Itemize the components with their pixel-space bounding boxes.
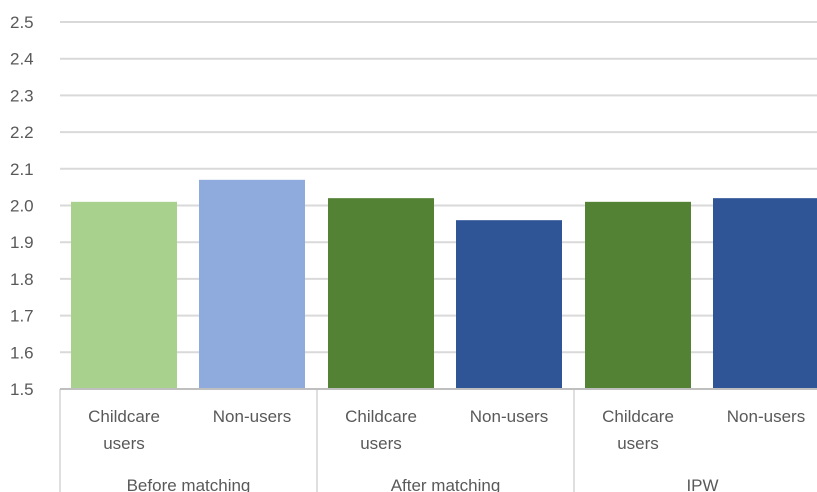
y-tick-label: 1.6 [10, 343, 34, 362]
category-labels: Childcare users Non-users Before matching Ch… [88, 407, 805, 492]
y-tick-label: 1.7 [10, 307, 34, 326]
bar [199, 179, 305, 389]
y-tick-label: 1.5 [10, 380, 34, 399]
bars [71, 179, 817, 389]
category-label: Childcare users [88, 407, 160, 453]
y-tick-label: 2.4 [10, 50, 34, 69]
bar [585, 201, 691, 389]
y-tick-label: 2.0 [10, 197, 34, 216]
group-label: IPW [686, 476, 718, 492]
gridlines [60, 21, 817, 354]
bar [71, 201, 177, 389]
group-label: Before matching [127, 476, 251, 492]
y-tick-label: 1.9 [10, 233, 34, 252]
bar [456, 220, 562, 389]
bar [328, 198, 434, 389]
category-label: Non-users [470, 407, 548, 426]
category-label: Childcare users [345, 407, 417, 453]
category-label: Childcare users [602, 407, 674, 453]
category-label: Non-users [213, 407, 291, 426]
y-axis-tick-labels: 1.5 1.6 1.7 1.8 1.9 2.0 2.1 2.2 2.3 2.4 2.5 [10, 13, 34, 399]
group-label: After matching [391, 476, 501, 492]
y-tick-label: 2.5 [10, 13, 34, 32]
y-tick-label: 1.8 [10, 270, 34, 289]
y-tick-label: 2.3 [10, 86, 34, 105]
category-label: Non-users [727, 407, 805, 426]
bar [713, 198, 817, 389]
x-axis [59, 388, 817, 492]
y-tick-label: 2.2 [10, 123, 34, 142]
y-tick-label: 2.1 [10, 160, 34, 179]
